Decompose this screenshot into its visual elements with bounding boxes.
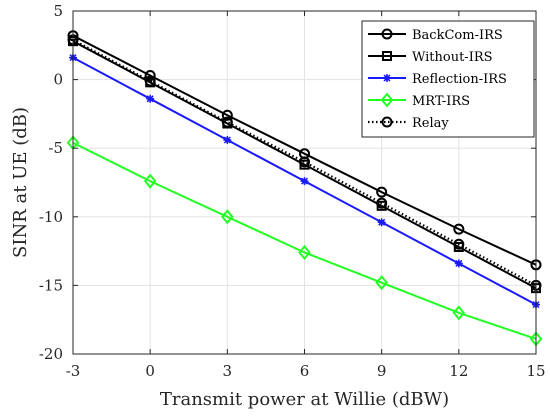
data-point-mrt-irs [298,244,311,261]
legend-marker [382,51,392,61]
data-point-relay [299,156,310,168]
series-line-relay [72,38,537,287]
data-point-mrt-irs [452,305,466,321]
legend-entry: Reflection-IRS [368,72,507,87]
legend-marker [380,92,394,108]
x-tick-label: 3 [223,362,233,380]
data-point-relay [376,197,388,209]
x-tick-label: 9 [377,362,387,380]
legend-marker [381,28,393,40]
data-point-mrt-irs [375,275,388,291]
legend-label: Without-IRS [412,50,493,65]
legend-label: Reflection-IRS [412,72,507,87]
x-tick-label: -3 [66,362,81,380]
y-axis-label: SINR at UE (dB) [10,107,31,258]
legend-entry: BackCom-IRS [368,28,503,43]
data-point-reflection-irs [454,259,463,268]
data-point-mrt-irs [221,209,234,225]
y-tick-label: -10 [39,208,63,226]
legend-label: Relay [412,116,449,131]
x-tick-label: 0 [145,362,155,380]
x-tick-label: 12 [449,362,468,380]
legend-entry: Without-IRS [368,50,493,65]
legend-marker [381,116,393,128]
series-line-without-irs [72,40,537,290]
series-line-mrt-irs [72,141,537,340]
data-point-reflection-irs [223,135,232,144]
y-tick-label: -20 [39,345,63,363]
data-point-backcom-irs [144,69,156,81]
data-point-reflection-irs [377,218,386,227]
data-point-reflection-irs [146,94,155,103]
x-tick-label: 6 [300,362,310,380]
data-point-reflection-irs [300,177,309,186]
series-mrt-irs [66,135,543,347]
y-tick-label: 0 [53,71,63,89]
legend-entry: Relay [368,116,449,131]
y-tick-label: -15 [39,276,63,294]
data-point-backcom-irs [453,223,465,235]
y-tick-label: 5 [53,2,63,20]
legend-marker [383,74,391,82]
data-point-backcom-irs [376,186,388,198]
series-layer [66,30,543,347]
legend-label: BackCom-IRS [412,28,503,43]
legend-label: MRT-IRS [412,94,470,109]
legend: BackCom-IRS Without-IRS Reflection-IRS MRT-… [361,20,535,138]
x-axis-label: Transmit power at Willie (dBW) [160,389,449,410]
y-tick-label: -5 [48,139,63,157]
data-point-relay [144,75,156,87]
data-point-mrt-irs [143,173,157,189]
data-point-relay [453,238,465,250]
data-point-relay [221,116,233,128]
axis-ticks: -3 0 3 6 9 12 15 5 0 -5 -10 -15 -20 [39,2,546,380]
legend-entry: MRT-IRS [368,92,470,109]
x-tick-label: 15 [526,362,545,380]
